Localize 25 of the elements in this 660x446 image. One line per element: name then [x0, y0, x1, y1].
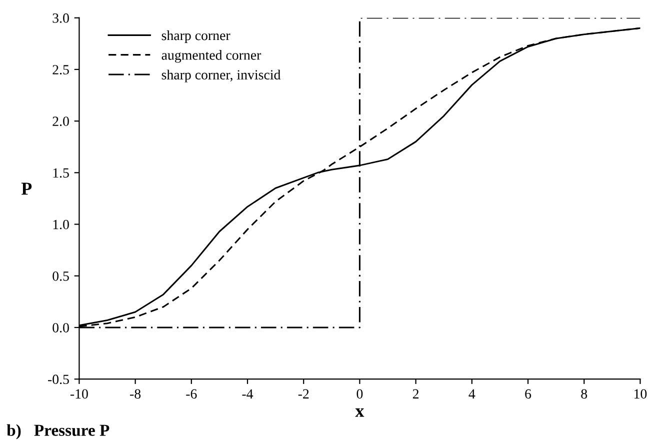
y-tick-label: 1.5: [53, 168, 69, 178]
x-tick-label: -2: [298, 389, 309, 398]
y-tick-label: 0.0: [52, 323, 69, 333]
y-tick-label: 0.5: [52, 271, 69, 281]
text: b) Pressure P: [6, 424, 110, 440]
y-tick-label: 2.5: [52, 65, 69, 74]
legend-label: sharp corner: [162, 30, 230, 44]
legend-label: augmented corner: [162, 50, 262, 63]
y-tick-label: 3.0: [52, 13, 69, 23]
legend-label: sharp corner, inviscid: [162, 70, 281, 82]
x-tick-label: 0: [356, 389, 363, 399]
x-tick-label: 8: [581, 389, 588, 399]
x-tick-label: 10: [634, 389, 647, 399]
x-axis-title: x: [355, 408, 364, 417]
x-tick-label: -8: [130, 389, 141, 399]
x-tick-label: -6: [186, 389, 197, 399]
x-tick-label: -4: [242, 389, 254, 398]
x-tick-label: -10: [70, 389, 88, 399]
x-tick-label: 2: [412, 389, 419, 398]
y-tick-label: 2.0: [52, 116, 69, 126]
x-tick-label: 6: [525, 389, 532, 399]
y-tick-label: 1.0: [53, 220, 69, 230]
y-axis-title: P: [21, 182, 32, 195]
x-tick-label: 4: [468, 389, 476, 398]
y-tick-label: -0.5: [48, 374, 69, 384]
